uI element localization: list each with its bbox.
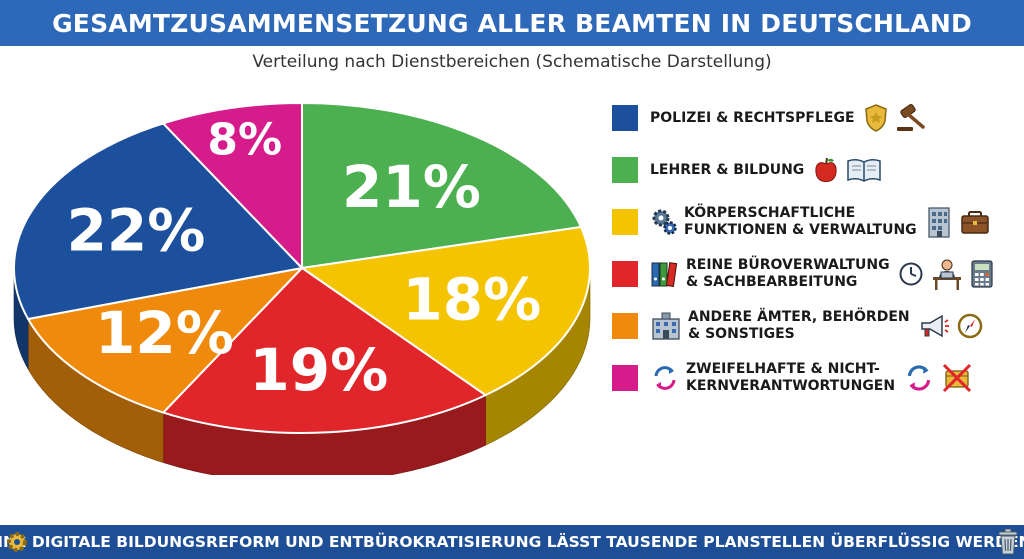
pie-slice — [301, 102, 582, 269]
pie-slice-label: 22% — [67, 196, 206, 264]
pie-slice-label: 12% — [95, 299, 234, 367]
chart-title: GESAMTZUSAMMENSETZUNG ALLER BEAMTEN IN D… — [52, 8, 972, 38]
legend-item-andere-aemter: ANDERE ÄMTER, BEHÖRDEN & SONSTIGES — [612, 300, 1016, 352]
chart-subtitle: Verteilung nach Dienstbereichen (Schemat… — [252, 52, 772, 72]
legend-label: KÖRPERSCHAFTLICHE FUNKTIONEN & VERWALTUN… — [684, 205, 917, 238]
crossed-out-icon — [943, 363, 972, 393]
legend-swatch — [612, 261, 638, 287]
refresh-arrows-icon — [654, 366, 676, 390]
government-building-icon — [652, 312, 680, 340]
clock-icon — [899, 262, 923, 286]
legend-item-polizei: POLIZEI & RECHTSPFLEGE — [612, 92, 1016, 144]
legend-swatch — [612, 365, 638, 391]
pie-chart: 21% 18%19%12% 22%8% — [13, 102, 591, 475]
megaphone-icon — [920, 314, 949, 338]
legend: POLIZEI & RECHTSPFLEGE LEHRER & BILDUNG — [612, 92, 1016, 404]
legend-label: POLIZEI & RECHTSPFLEGE — [650, 109, 855, 126]
legend-swatch — [612, 313, 638, 339]
pie-slice-label: 18% — [402, 266, 541, 334]
legend-item-zweifelhafte: ZWEIFELHAFTE & NICHT- KERNVERANTWORTUNGE… — [612, 352, 1016, 404]
legend-label: ANDERE ÄMTER, BEHÖRDEN & SONSTIGES — [688, 309, 910, 342]
footer-text: EINE DIGITALE BILDUNGSREFORM UND ENTBÜRO… — [0, 533, 1024, 551]
legend-item-bueroverwaltung: REINE BÜROVERWALTUNG & SACHBEARBEITUNG — [612, 248, 1016, 300]
desk-worker-icon — [932, 259, 961, 290]
pie-slice — [13, 122, 303, 320]
legend-label: ZWEIFELHAFTE & NICHT- KERNVERANTWORTUNGE… — [686, 361, 896, 394]
pie-slice — [27, 267, 303, 414]
binders-icon — [651, 262, 678, 288]
gears-icon — [652, 209, 677, 235]
police-badge-icon — [864, 104, 887, 132]
footer-bar: EINE DIGITALE BILDUNGSREFORM UND ENTBÜRO… — [0, 525, 1024, 559]
trash-bin-icon — [998, 528, 1018, 555]
pie-slice-label: 8% — [207, 115, 282, 166]
compass-icon — [957, 313, 982, 339]
legend-item-lehrer: LEHRER & BILDUNG — [612, 144, 1016, 196]
gavel-icon — [896, 103, 925, 131]
calculator-icon — [971, 260, 993, 288]
legend-swatch — [612, 157, 638, 183]
open-book-icon — [847, 158, 882, 182]
pie-slice — [301, 225, 591, 397]
pie-slice-label: 21% — [342, 153, 481, 221]
title-bar: GESAMTZUSAMMENSETZUNG ALLER BEAMTEN IN D… — [0, 0, 1024, 46]
pie-slice — [162, 102, 303, 269]
briefcase-icon — [960, 211, 989, 234]
legend-label: LEHRER & BILDUNG — [650, 161, 805, 178]
pie-slice — [162, 267, 487, 434]
office-building-icon — [928, 207, 950, 238]
legend-label: REINE BÜROVERWALTUNG & SACHBEARBEITUNG — [686, 257, 890, 290]
apple-icon — [815, 157, 837, 182]
legend-item-koerperschaftliche: KÖRPERSCHAFTLICHE FUNKTIONEN & VERWALTUN… — [612, 196, 1016, 248]
pie-slice-label: 19% — [249, 336, 388, 404]
gear-icon — [7, 532, 27, 552]
legend-swatch — [612, 105, 638, 131]
legend-swatch — [612, 209, 638, 235]
refresh-arrows-icon — [907, 365, 931, 391]
